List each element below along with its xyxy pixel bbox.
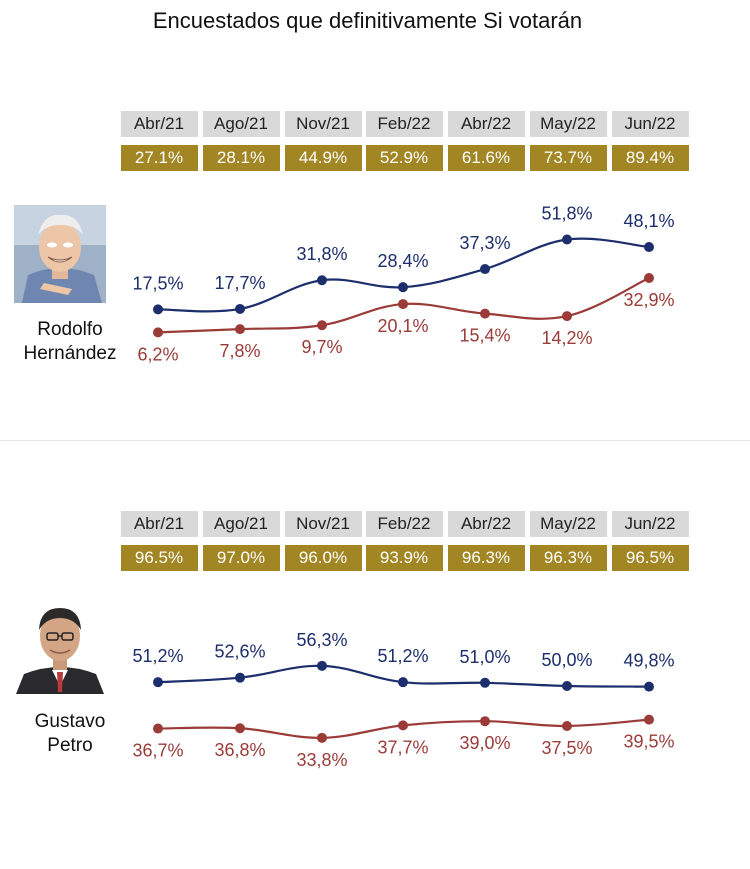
line-chart-petro: 51,2% 52,6% 56,3% 51,2% 51,0% 50,0% 49,8% 36,7%… (132, 630, 674, 770)
data-point (153, 677, 163, 688)
month-label: Nov/21 (284, 511, 362, 537)
data-label: 20,1% (377, 316, 428, 336)
month-label: Ago/21 (202, 111, 280, 137)
month-label: Feb/22 (365, 511, 443, 537)
data-label: 6,2% (137, 344, 178, 364)
total-percentage-label: 96.3% (529, 545, 607, 571)
month-label: Feb/22 (365, 111, 443, 137)
candidate-first-name: Rodolfo (37, 319, 103, 340)
candidate-name-petro: Gustavo Petro (2, 710, 138, 758)
data-label: 39,0% (459, 733, 510, 753)
data-point (235, 303, 245, 314)
data-label: 39,5% (623, 732, 674, 752)
data-label: 36,8% (214, 740, 265, 760)
month-label: Nov/21 (284, 111, 362, 137)
data-point (317, 320, 327, 331)
data-point (480, 716, 490, 727)
month-label: Abr/22 (447, 111, 525, 137)
data-label: 37,7% (377, 737, 428, 757)
data-label: 9,7% (301, 337, 342, 357)
data-point (562, 311, 572, 322)
data-label: 50,0% (541, 650, 592, 670)
data-point (317, 732, 327, 743)
data-point (480, 677, 490, 688)
candidate-photo-petro (14, 596, 106, 694)
month-label: Jun/22 (611, 511, 689, 537)
month-label: Abr/22 (447, 511, 525, 537)
data-point (398, 677, 408, 688)
data-point (644, 681, 654, 692)
data-label: 36,7% (132, 741, 183, 761)
candidate-first-name: Gustavo (34, 711, 106, 732)
total-percentage-label: 96.5% (611, 545, 689, 571)
data-point (235, 672, 245, 683)
data-label: 37,5% (541, 738, 592, 758)
data-label: 32,9% (623, 290, 674, 310)
data-point (644, 714, 654, 725)
total-percentage-label: 96.3% (447, 545, 525, 571)
data-label: 51,2% (377, 646, 428, 666)
candidate-last-name: Hernández (23, 343, 117, 364)
data-label: 7,8% (219, 341, 260, 361)
candidate-name-hernandez: Rodolfo Hernández (2, 318, 138, 366)
data-point (562, 234, 572, 245)
total-percentage-label: 93.9% (365, 545, 443, 571)
data-point (153, 327, 163, 338)
month-label: Jun/22 (611, 111, 689, 137)
total-percentage-label: 44.9% (284, 145, 362, 171)
total-percentage-label: 89.4% (611, 145, 689, 171)
data-point (235, 324, 245, 335)
data-label: 28,4% (377, 251, 428, 271)
total-percentage-label: 97.0% (202, 545, 280, 571)
total-percentage-label: 96.0% (284, 545, 362, 571)
data-point (398, 299, 408, 310)
data-label: 15,4% (459, 326, 510, 346)
data-point (644, 242, 654, 253)
data-label: 56,3% (296, 630, 347, 650)
data-label: 17,5% (132, 273, 183, 293)
data-label: 37,3% (459, 233, 510, 253)
month-label: Abr/21 (120, 511, 198, 537)
month-label: May/22 (529, 511, 607, 537)
data-label: 33,8% (296, 750, 347, 770)
data-point (153, 723, 163, 734)
data-point (317, 660, 327, 671)
data-point (398, 720, 408, 731)
panel-hernandez: Rodolfo Hernández Abr/21 27.1% Ago/21 28.1%… (0, 0, 750, 400)
data-label: 51,2% (132, 646, 183, 666)
data-point (317, 275, 327, 286)
data-point (398, 282, 408, 293)
data-point (562, 721, 572, 731)
month-label: May/22 (529, 111, 607, 137)
chart-title: Encuestados que definitivamente Si votar… (152, 8, 583, 33)
data-label: 17,7% (214, 273, 265, 293)
data-point (644, 273, 654, 284)
data-label: 49,8% (623, 651, 674, 671)
total-percentage-label: 27.1% (120, 145, 198, 171)
month-label: Abr/21 (120, 111, 198, 137)
candidate-last-name: Petro (47, 735, 93, 756)
data-point (235, 723, 245, 734)
panel-petro: Gustavo Petro Abr/21 96.5% Ago/21 97.0% Nov/… (0, 400, 750, 800)
total-percentage-label: 73.7% (529, 145, 607, 171)
data-point (480, 264, 490, 275)
data-point (153, 304, 163, 315)
data-label: 14,2% (541, 328, 592, 348)
data-label: 48,1% (623, 211, 674, 231)
total-percentage-label: 61.6% (447, 145, 525, 171)
data-point (562, 681, 572, 691)
total-percentage-label: 52.9% (365, 145, 443, 171)
data-label: 52,6% (214, 642, 265, 662)
total-percentage-label: 28.1% (202, 145, 280, 171)
data-point (480, 308, 490, 319)
panel-divider (0, 440, 750, 441)
line-chart-hernandez: 17,5% 17,7% 31,8% 28,4% 37,3% 51,8% 48,1% 6,2% 7… (132, 204, 674, 365)
data-label: 51,0% (459, 647, 510, 667)
total-percentage-label: 96.5% (120, 545, 198, 571)
candidate-photo-hernandez (14, 205, 106, 303)
data-label: 31,8% (296, 244, 347, 264)
month-label: Ago/21 (202, 511, 280, 537)
data-label: 51,8% (541, 204, 592, 224)
